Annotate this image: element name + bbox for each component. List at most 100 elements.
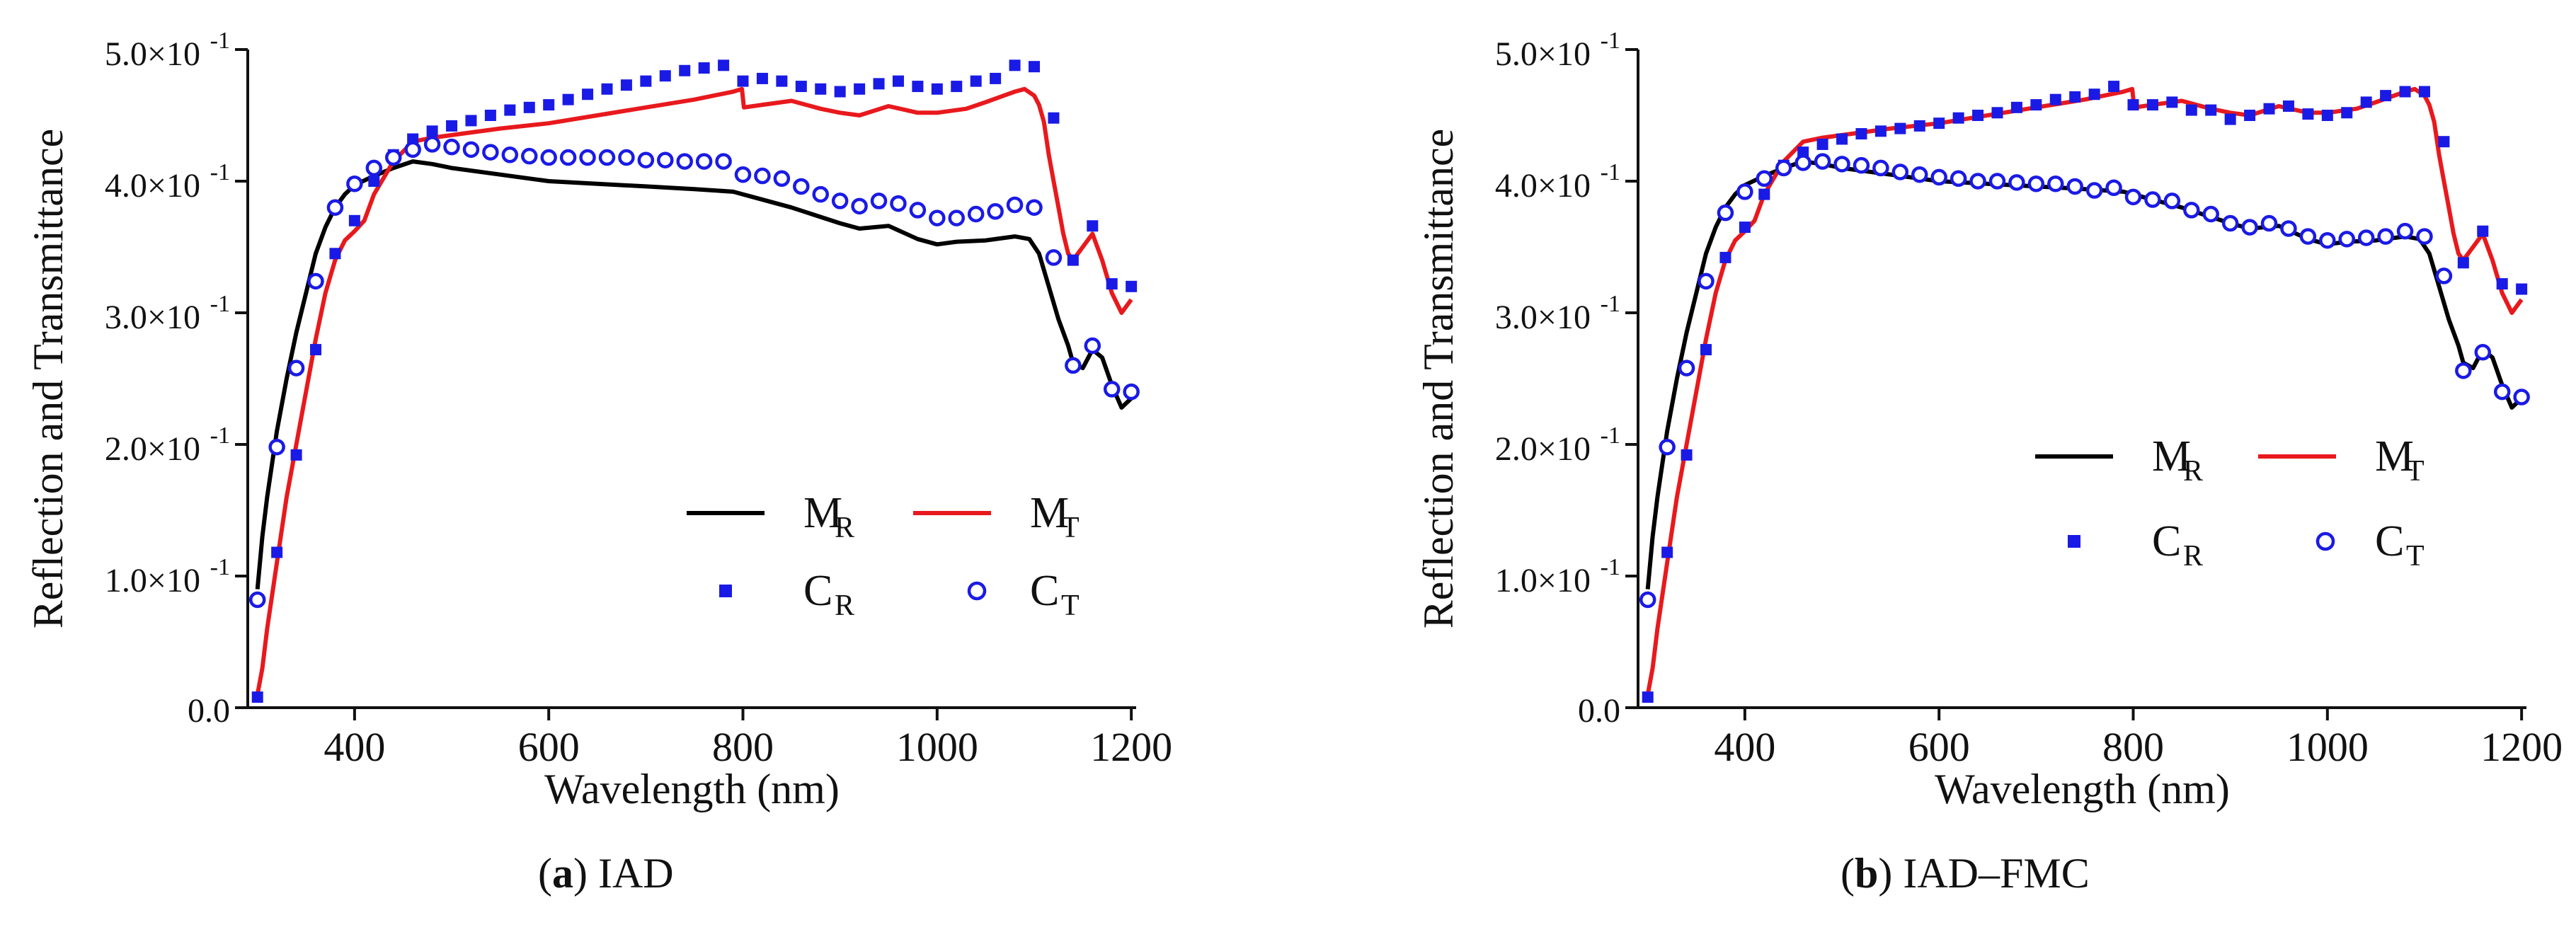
marker-circle-CT: [2416, 228, 2433, 245]
marker-circle-CT: [501, 146, 519, 163]
marker-square-CR: [640, 75, 652, 87]
marker-square-CR: [2321, 110, 2333, 121]
y-axis-label: Reflection and Transmittance: [1415, 129, 1462, 629]
legend-entry-MT: MT: [2258, 432, 2425, 488]
marker-square-CR: [2282, 100, 2294, 112]
marker-square-CR: [1009, 59, 1021, 71]
y-tick-exponent: -1: [210, 422, 230, 449]
marker-circle-CT: [307, 272, 324, 290]
legend-label-subscript: T: [2406, 455, 2425, 488]
marker-circle-CT: [365, 159, 383, 177]
marker-circle-CT: [2513, 389, 2530, 406]
y-tick-exponent: -1: [210, 28, 230, 54]
marker-square-CR: [834, 86, 846, 98]
marker-square-CR: [1028, 61, 1040, 73]
marker-square-CR: [2205, 104, 2217, 116]
marker-square-CR: [2185, 104, 2197, 116]
marker-circle-CT: [2260, 214, 2278, 232]
marker-circle-CT: [1930, 168, 1947, 186]
marker-circle-CT: [2357, 229, 2375, 246]
marker-square-CR: [601, 83, 613, 95]
marker-square-CR: [912, 81, 924, 93]
marker-square-CR: [562, 93, 574, 105]
marker-circle-CT: [1026, 199, 1043, 216]
marker-square-CR: [2380, 90, 2392, 102]
marker-circle-CT: [793, 178, 810, 195]
legend-label-subscript: R: [835, 589, 854, 622]
y-tick-exponent: -1: [1601, 28, 1620, 54]
series-line-MT: [1645, 86, 2524, 695]
marker-square-CR: [2516, 283, 2528, 295]
marker-square-CR: [2146, 99, 2158, 111]
legend-label: C: [2375, 517, 2404, 565]
marker-square-CR: [1642, 691, 1654, 703]
marker-circle-CT: [1103, 381, 1121, 398]
chart-panel-b: 400 600 800 1000 1200 0.0 1.0×10 -1 2.0×10 -1 3.0×…: [1415, 28, 2563, 812]
marker-circle-CT: [598, 149, 616, 166]
caption-letter: b: [1854, 850, 1879, 897]
legend-label: C: [1030, 567, 1059, 615]
marker-square-CR: [290, 449, 302, 461]
marker-circle-CT: [2202, 205, 2219, 223]
marker-square-CR: [1874, 125, 1887, 137]
marker-circle-CT: [1678, 360, 1695, 376]
marker-square-CR: [756, 72, 768, 84]
marker-circle-CT: [1006, 196, 1024, 214]
marker-circle-CT: [2066, 178, 2083, 195]
marker-square-CR: [776, 75, 788, 87]
marker-square-CR: [931, 83, 943, 95]
legend-swatch-circle: [2315, 531, 2335, 551]
marker-square-CR: [1952, 112, 1964, 124]
marker-circle-CT: [404, 141, 421, 159]
marker-square-CR: [1719, 251, 1731, 263]
marker-square-CR: [990, 72, 1002, 84]
marker-circle-CT: [2474, 344, 2492, 361]
marker-circle-CT: [1123, 383, 1140, 401]
marker-square-CR: [504, 104, 516, 116]
marker-square-CR: [1661, 546, 1673, 558]
marker-circle-CT: [948, 209, 966, 226]
marker-circle-CT: [754, 167, 771, 185]
y-tick-label: 1.0×10: [105, 562, 200, 599]
marker-square-CR: [348, 214, 360, 226]
marker-square-CR: [1087, 220, 1099, 232]
marker-square-CR: [2418, 86, 2430, 98]
marker-circle-CT: [909, 202, 927, 219]
marker-circle-CT: [1756, 170, 1773, 188]
marker-square-CR: [892, 75, 904, 87]
marker-square-CR: [2457, 257, 2469, 269]
marker-square-CR: [2477, 225, 2489, 237]
marker-circle-CT: [812, 185, 829, 203]
marker-circle-CT: [1639, 591, 1656, 609]
y-tick-label: 3.0×10: [1495, 299, 1591, 336]
marker-square-CR: [970, 75, 982, 87]
marker-circle-CT: [2319, 231, 2336, 249]
x-tick-label: 400: [1714, 724, 1775, 770]
marker-circle-CT: [676, 153, 693, 170]
marker-square-CR: [698, 62, 710, 74]
marker-square-CR: [2341, 107, 2353, 119]
y-tick-label: 0.0: [1578, 692, 1620, 730]
marker-square-CR: [271, 546, 283, 558]
x-tick-label: 600: [1908, 724, 1970, 770]
marker-circle-CT: [2435, 268, 2453, 284]
marker-square-CR: [310, 344, 322, 356]
marker-square-CR: [679, 64, 691, 76]
marker-circle-CT: [1659, 438, 1676, 456]
marker-square-CR: [2030, 99, 2042, 111]
marker-square-CR: [484, 110, 496, 121]
marker-circle-CT: [1045, 249, 1063, 266]
legend-entry-MR: MR: [2035, 432, 2203, 488]
y-axis-label: Reflection and Transmittance: [25, 129, 71, 629]
x-tick-label: 1200: [2480, 724, 2563, 770]
marker-circle-CT: [1833, 156, 1850, 173]
marker-circle-CT: [929, 209, 946, 226]
caption-b: (b) IAD–FMC: [1841, 850, 2090, 897]
marker-circle-CT: [482, 144, 499, 161]
y-tick-label: 1.0×10: [1495, 562, 1591, 599]
marker-square-CR: [2224, 113, 2236, 125]
